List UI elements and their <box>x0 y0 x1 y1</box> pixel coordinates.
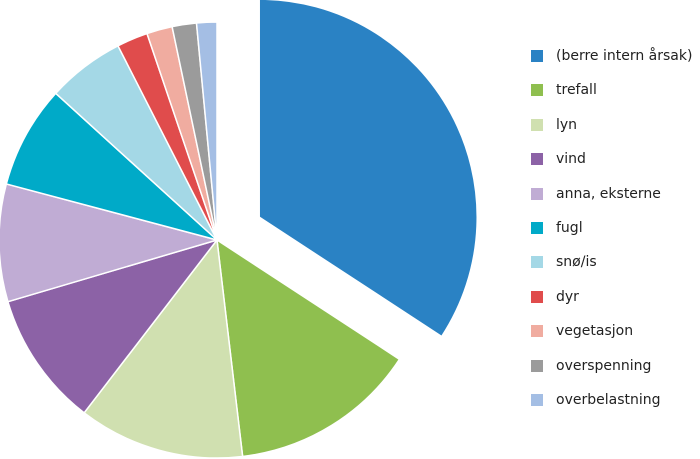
pie-slice-5 <box>5 92 218 241</box>
pie-slice-3 <box>6 238 220 414</box>
legend-label: lyn <box>556 116 578 133</box>
legend-item: vind <box>531 149 586 169</box>
legend-item: dyr <box>531 287 579 307</box>
legend-item: (berre intern årsak) <box>531 46 692 66</box>
pie-slice-10 <box>195 21 218 241</box>
legend-label: vind <box>556 151 586 168</box>
legend-swatch <box>531 394 543 406</box>
legend-label: overspenning <box>556 357 652 374</box>
pie-slice-2 <box>83 238 244 459</box>
legend-swatch <box>531 325 543 338</box>
legend-label: (berre intern årsak) <box>556 48 693 64</box>
legend-swatch <box>531 256 543 269</box>
legend-label: trefall <box>556 82 597 99</box>
legend-swatch <box>531 118 543 131</box>
legend-item: lyn <box>531 115 577 135</box>
legend-label: dyr <box>556 288 579 305</box>
legend-swatch <box>531 50 543 62</box>
legend-item: overspenning <box>531 356 651 376</box>
legend-swatch <box>531 153 543 166</box>
pie-slice-4 <box>0 183 220 303</box>
legend-item: vegetasjon <box>531 321 633 341</box>
legend-swatch <box>531 84 543 97</box>
legend-label: anna, eksterne <box>556 185 661 202</box>
legend-swatch <box>531 359 543 372</box>
legend-label: vegetasjon <box>556 323 634 340</box>
legend-label: overbelastning <box>556 392 661 408</box>
pie-slice-1 <box>216 238 401 458</box>
legend-label: fugl <box>556 220 583 236</box>
legend-swatch <box>531 187 543 200</box>
legend-swatch <box>531 222 543 234</box>
legend-label: snø/is <box>556 254 597 271</box>
pie-slice-0 <box>258 0 478 338</box>
legend-item: snø/is <box>531 252 597 272</box>
legend-item: fugl <box>531 218 583 238</box>
legend-swatch <box>531 290 543 303</box>
legend-item: anna, eksterne <box>531 184 661 204</box>
legend-item: overbelastning <box>531 390 661 410</box>
legend-item: trefall <box>531 80 597 100</box>
